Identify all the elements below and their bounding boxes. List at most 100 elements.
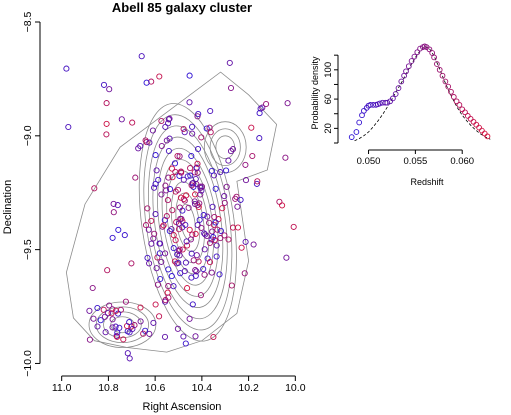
- galaxy-point: [181, 129, 188, 136]
- galaxy-point: [206, 239, 213, 247]
- galaxy-point: [103, 120, 110, 127]
- density-point: [442, 78, 449, 85]
- galaxy-point: [211, 213, 218, 221]
- galaxy-point: [114, 333, 121, 340]
- galaxy-point: [109, 306, 116, 313]
- galaxy-point: [186, 315, 193, 322]
- galaxy-point: [97, 317, 104, 324]
- galaxy-point: [124, 350, 131, 357]
- galaxy-point: [209, 228, 216, 235]
- galaxy-point: [187, 165, 194, 172]
- galaxy-point: [179, 246, 186, 253]
- galaxy-point: [194, 221, 201, 229]
- galaxy-point: [223, 167, 230, 174]
- galaxy-point: [151, 184, 158, 191]
- galaxy-point: [167, 186, 174, 193]
- galaxy-point: [128, 260, 135, 267]
- density-point: [353, 129, 360, 135]
- galaxy-point: [163, 187, 170, 194]
- galaxy-point: [165, 116, 172, 123]
- galaxy-point: [189, 123, 196, 130]
- galaxy-point: [104, 267, 111, 274]
- galaxy-point: [163, 213, 170, 220]
- x-tick-label: 10.6: [145, 382, 166, 394]
- galaxy-point: [120, 336, 127, 343]
- galaxy-point: [283, 254, 290, 261]
- galaxy-point: [189, 130, 196, 137]
- galaxy-point: [152, 211, 159, 218]
- contour-line: [65, 71, 278, 353]
- x-tick-label: 11.0: [52, 382, 72, 394]
- galaxy-point: [203, 125, 210, 132]
- galaxy-point: [182, 259, 189, 266]
- galaxy-point: [137, 304, 144, 311]
- galaxy-point: [228, 282, 235, 289]
- galaxy-point: [110, 209, 117, 216]
- galaxy-point: [146, 139, 153, 146]
- galaxy-point: [194, 113, 201, 120]
- galaxy-point: [158, 258, 165, 265]
- galaxy-point: [208, 236, 215, 243]
- y-tick-label: −10.0: [22, 350, 34, 377]
- density-point: [479, 127, 485, 134]
- density-point: [408, 58, 415, 64]
- galaxy-point: [112, 323, 119, 330]
- galaxy-point: [160, 222, 167, 229]
- density-point: [392, 91, 399, 97]
- galaxy-point: [234, 203, 241, 210]
- galaxy-point: [184, 242, 191, 249]
- density-point: [348, 134, 355, 140]
- density-point: [356, 119, 363, 126]
- galaxy-point: [217, 227, 224, 234]
- galaxy-point: [94, 323, 101, 330]
- galaxy-point: [165, 120, 172, 127]
- galaxy-point: [157, 275, 164, 283]
- density-point: [414, 49, 421, 56]
- galaxy-point: [196, 216, 203, 223]
- galaxy-point: [184, 285, 191, 292]
- galaxy-point: [169, 174, 176, 181]
- galaxy-point: [165, 294, 172, 301]
- galaxy-point: [145, 226, 152, 233]
- galaxy-point: [164, 289, 171, 296]
- galaxy-point: [171, 160, 179, 167]
- galaxy-point: [201, 271, 208, 278]
- galaxy-point: [282, 154, 289, 161]
- density-point: [456, 102, 463, 108]
- galaxy-point: [156, 73, 163, 80]
- galaxy-point: [146, 330, 153, 337]
- inset-x-axis-label: Redshift: [410, 177, 444, 187]
- galaxy-point: [63, 65, 70, 72]
- inset-y-axis-label: Probability density: [310, 56, 320, 130]
- galaxy-point: [192, 175, 199, 183]
- galaxy-point: [194, 202, 201, 209]
- galaxy-point: [102, 329, 109, 336]
- galaxy-point: [148, 240, 155, 247]
- galaxy-point: [207, 129, 214, 136]
- galaxy-point: [176, 153, 183, 160]
- galaxy-point: [210, 333, 217, 341]
- galaxy-point: [174, 325, 181, 332]
- density-point: [453, 98, 460, 105]
- galaxy-point: [161, 333, 169, 340]
- galaxy-point: [164, 197, 171, 204]
- galaxy-point: [249, 152, 256, 160]
- galaxy-point: [182, 221, 189, 228]
- density-point: [450, 94, 457, 100]
- galaxy-point: [191, 198, 198, 205]
- galaxy-point: [109, 324, 116, 331]
- galaxy-point: [103, 100, 110, 107]
- galaxy-point: [142, 222, 150, 229]
- x-tick-label: 10.4: [192, 382, 213, 394]
- galaxy-point: [168, 273, 175, 280]
- contour-line: [209, 128, 241, 167]
- galaxy-point: [263, 100, 270, 108]
- galaxy-point: [256, 110, 263, 117]
- galaxy-point: [200, 265, 207, 273]
- y-tick-label: −8.5: [22, 11, 34, 32]
- galaxy-point: [148, 217, 155, 224]
- galaxy-point: [180, 125, 187, 133]
- density-point: [481, 130, 488, 137]
- galaxy-point: [165, 266, 172, 273]
